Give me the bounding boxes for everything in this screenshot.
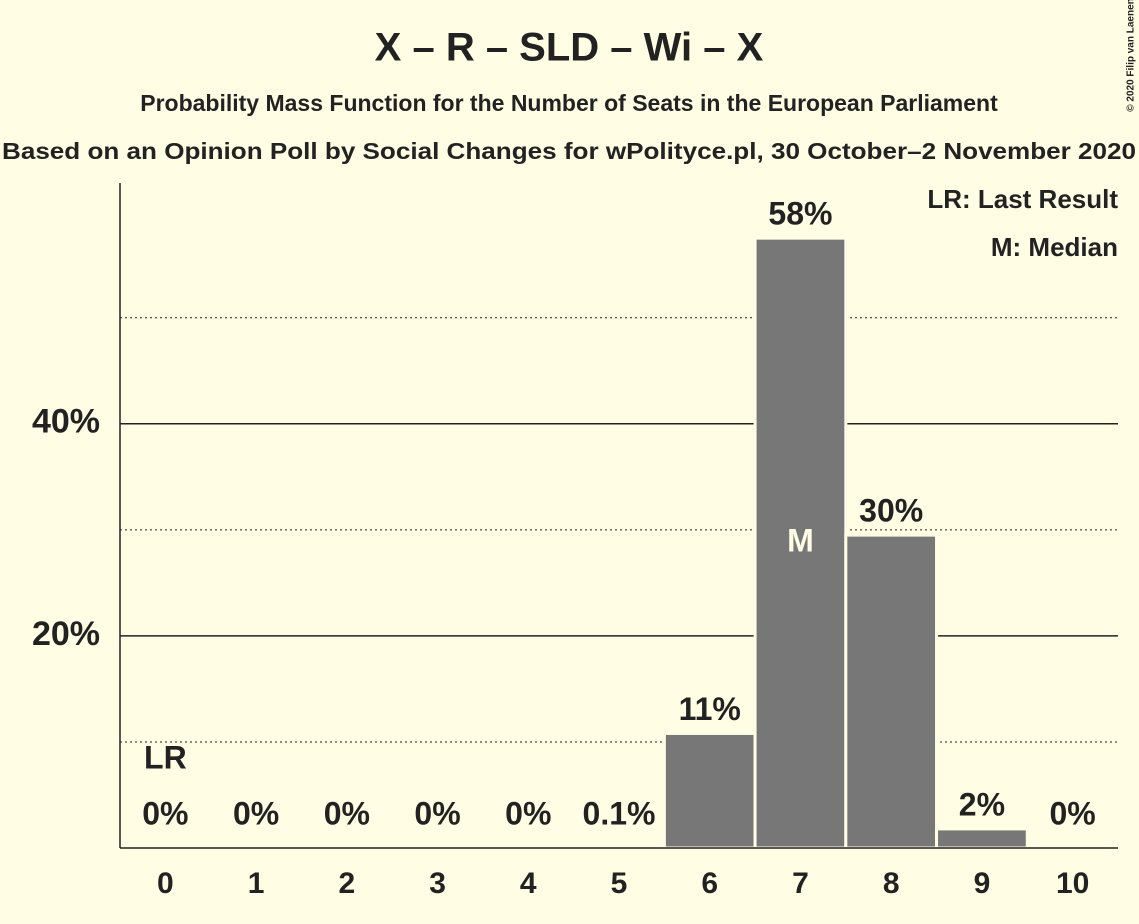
value-label: 11%: [679, 691, 741, 727]
value-label: 0%: [505, 795, 551, 831]
value-label: 0.1%: [583, 795, 656, 831]
value-label: 0%: [233, 795, 279, 831]
value-label: 0%: [142, 795, 188, 831]
value-label: 58%: [768, 196, 832, 232]
last-result-marker: LR: [144, 739, 187, 775]
value-label: 30%: [859, 493, 923, 529]
x-tick-label: 5: [611, 867, 628, 900]
copyright: © 2020 Filip van Laenen: [1126, 0, 1137, 112]
x-tick-label: 7: [792, 867, 809, 900]
chart-title: X – R – SLD – Wi – X: [375, 26, 764, 70]
bar: [935, 827, 1029, 850]
x-tick-label: 6: [701, 867, 718, 900]
bar: [662, 731, 757, 850]
y-tick-label: 40%: [32, 403, 100, 441]
bar: [844, 533, 939, 850]
x-tick-label: 10: [1056, 867, 1089, 900]
value-label: 2%: [959, 786, 1005, 822]
chart-subtitle: Probability Mass Function for the Number…: [140, 90, 998, 116]
y-tick-label: 20%: [32, 615, 100, 653]
value-label: 0%: [324, 795, 370, 831]
x-tick-label: 9: [974, 867, 991, 900]
bar: [753, 236, 848, 850]
chart-caption: Based on an Opinion Poll by Social Chang…: [2, 138, 1136, 164]
x-tick-label: 2: [338, 867, 355, 900]
median-marker: M: [787, 523, 814, 559]
legend-entry: LR: Last Result: [927, 184, 1118, 214]
x-tick-label: 8: [883, 867, 900, 900]
legend-entry: M: Median: [991, 232, 1118, 262]
value-label: 0%: [414, 795, 460, 831]
value-label: 0%: [1050, 795, 1096, 831]
x-tick-label: 0: [157, 867, 174, 900]
x-tick-label: 4: [520, 867, 537, 900]
x-tick-label: 1: [248, 867, 265, 900]
x-tick-label: 3: [429, 867, 446, 900]
